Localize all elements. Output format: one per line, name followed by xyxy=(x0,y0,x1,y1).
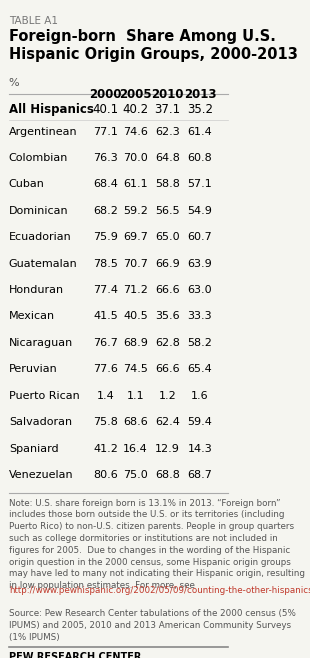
Text: 63.0: 63.0 xyxy=(188,285,212,295)
Text: Spaniard: Spaniard xyxy=(9,443,58,453)
Text: %: % xyxy=(9,78,20,88)
Text: 40.1: 40.1 xyxy=(92,103,119,116)
Text: 80.6: 80.6 xyxy=(93,470,118,480)
Text: 14.3: 14.3 xyxy=(188,443,212,453)
Text: 65.4: 65.4 xyxy=(188,365,212,374)
Text: 70.0: 70.0 xyxy=(123,153,148,163)
Text: 66.9: 66.9 xyxy=(155,259,180,268)
Text: 2010: 2010 xyxy=(152,88,184,101)
Text: 40.2: 40.2 xyxy=(122,103,148,116)
Text: 61.4: 61.4 xyxy=(188,126,212,137)
Text: 75.8: 75.8 xyxy=(93,417,118,427)
Text: Argentinean: Argentinean xyxy=(9,126,78,137)
Text: Dominican: Dominican xyxy=(9,206,69,216)
Text: 2005: 2005 xyxy=(119,88,152,101)
Text: 1.6: 1.6 xyxy=(191,391,209,401)
Text: 77.1: 77.1 xyxy=(93,126,118,137)
Text: 68.8: 68.8 xyxy=(155,470,180,480)
Text: 75.9: 75.9 xyxy=(93,232,118,242)
Text: 78.5: 78.5 xyxy=(93,259,118,268)
Text: 41.5: 41.5 xyxy=(93,311,118,322)
Text: Guatemalan: Guatemalan xyxy=(9,259,78,268)
Text: 1.4: 1.4 xyxy=(97,391,114,401)
Text: TABLE A1: TABLE A1 xyxy=(9,16,58,26)
Text: Note: U.S. share foreign born is 13.1% in 2013. “Foreign born”
includes those bo: Note: U.S. share foreign born is 13.1% i… xyxy=(9,499,305,590)
Text: 75.0: 75.0 xyxy=(123,470,148,480)
Text: 60.8: 60.8 xyxy=(188,153,212,163)
Text: 68.2: 68.2 xyxy=(93,206,118,216)
Text: 63.9: 63.9 xyxy=(188,259,212,268)
Text: 61.1: 61.1 xyxy=(123,180,148,190)
Text: Ecuadorian: Ecuadorian xyxy=(9,232,72,242)
Text: 74.5: 74.5 xyxy=(123,365,148,374)
Text: 62.4: 62.4 xyxy=(155,417,180,427)
Text: 66.6: 66.6 xyxy=(155,365,180,374)
Text: 54.9: 54.9 xyxy=(188,206,212,216)
Text: 2013: 2013 xyxy=(184,88,216,101)
Text: 12.9: 12.9 xyxy=(155,443,180,453)
Text: PEW RESEARCH CENTER: PEW RESEARCH CENTER xyxy=(9,653,141,658)
Text: 57.1: 57.1 xyxy=(188,180,212,190)
Text: 60.7: 60.7 xyxy=(188,232,212,242)
Text: 41.2: 41.2 xyxy=(93,443,118,453)
Text: 68.9: 68.9 xyxy=(123,338,148,348)
Text: 70.7: 70.7 xyxy=(123,259,148,268)
Text: 69.7: 69.7 xyxy=(123,232,148,242)
Text: 68.4: 68.4 xyxy=(93,180,118,190)
Text: 68.7: 68.7 xyxy=(188,470,212,480)
Text: Venezuelan: Venezuelan xyxy=(9,470,73,480)
Text: 62.3: 62.3 xyxy=(155,126,180,137)
Text: 68.6: 68.6 xyxy=(123,417,148,427)
Text: 33.3: 33.3 xyxy=(188,311,212,322)
Text: 2000: 2000 xyxy=(89,88,122,101)
Text: 77.6: 77.6 xyxy=(93,365,118,374)
Text: 58.2: 58.2 xyxy=(188,338,212,348)
Text: 59.4: 59.4 xyxy=(188,417,212,427)
Text: 40.5: 40.5 xyxy=(123,311,148,322)
Text: http://www.pewhispanic.org/2002/05/09/counting-the-other-hispanics/: http://www.pewhispanic.org/2002/05/09/co… xyxy=(9,586,310,595)
Text: 35.6: 35.6 xyxy=(155,311,180,322)
Text: Foreign-born  Share Among U.S.
Hispanic Origin Groups, 2000-2013: Foreign-born Share Among U.S. Hispanic O… xyxy=(9,28,298,62)
Text: Colombian: Colombian xyxy=(9,153,68,163)
Text: Puerto Rican: Puerto Rican xyxy=(9,391,80,401)
Text: 58.8: 58.8 xyxy=(155,180,180,190)
Text: 64.8: 64.8 xyxy=(155,153,180,163)
Text: 59.2: 59.2 xyxy=(123,206,148,216)
Text: 62.8: 62.8 xyxy=(155,338,180,348)
Text: Mexican: Mexican xyxy=(9,311,55,322)
Text: 71.2: 71.2 xyxy=(123,285,148,295)
Text: Cuban: Cuban xyxy=(9,180,45,190)
Text: 76.3: 76.3 xyxy=(93,153,118,163)
Text: 37.1: 37.1 xyxy=(155,103,181,116)
Text: All Hispanics: All Hispanics xyxy=(9,103,94,116)
Text: 74.6: 74.6 xyxy=(123,126,148,137)
Text: 1.2: 1.2 xyxy=(159,391,177,401)
Text: Peruvian: Peruvian xyxy=(9,365,58,374)
Text: 1.1: 1.1 xyxy=(127,391,144,401)
Text: Nicaraguan: Nicaraguan xyxy=(9,338,73,348)
Text: 76.7: 76.7 xyxy=(93,338,118,348)
Text: 65.0: 65.0 xyxy=(155,232,180,242)
Text: 77.4: 77.4 xyxy=(93,285,118,295)
Text: Salvadoran: Salvadoran xyxy=(9,417,72,427)
Text: 35.2: 35.2 xyxy=(187,103,213,116)
Text: Honduran: Honduran xyxy=(9,285,64,295)
Text: 16.4: 16.4 xyxy=(123,443,148,453)
Text: 66.6: 66.6 xyxy=(155,285,180,295)
Text: 56.5: 56.5 xyxy=(155,206,180,216)
Text: Source: Pew Research Center tabulations of the 2000 census (5%
IPUMS) and 2005, : Source: Pew Research Center tabulations … xyxy=(9,609,296,642)
